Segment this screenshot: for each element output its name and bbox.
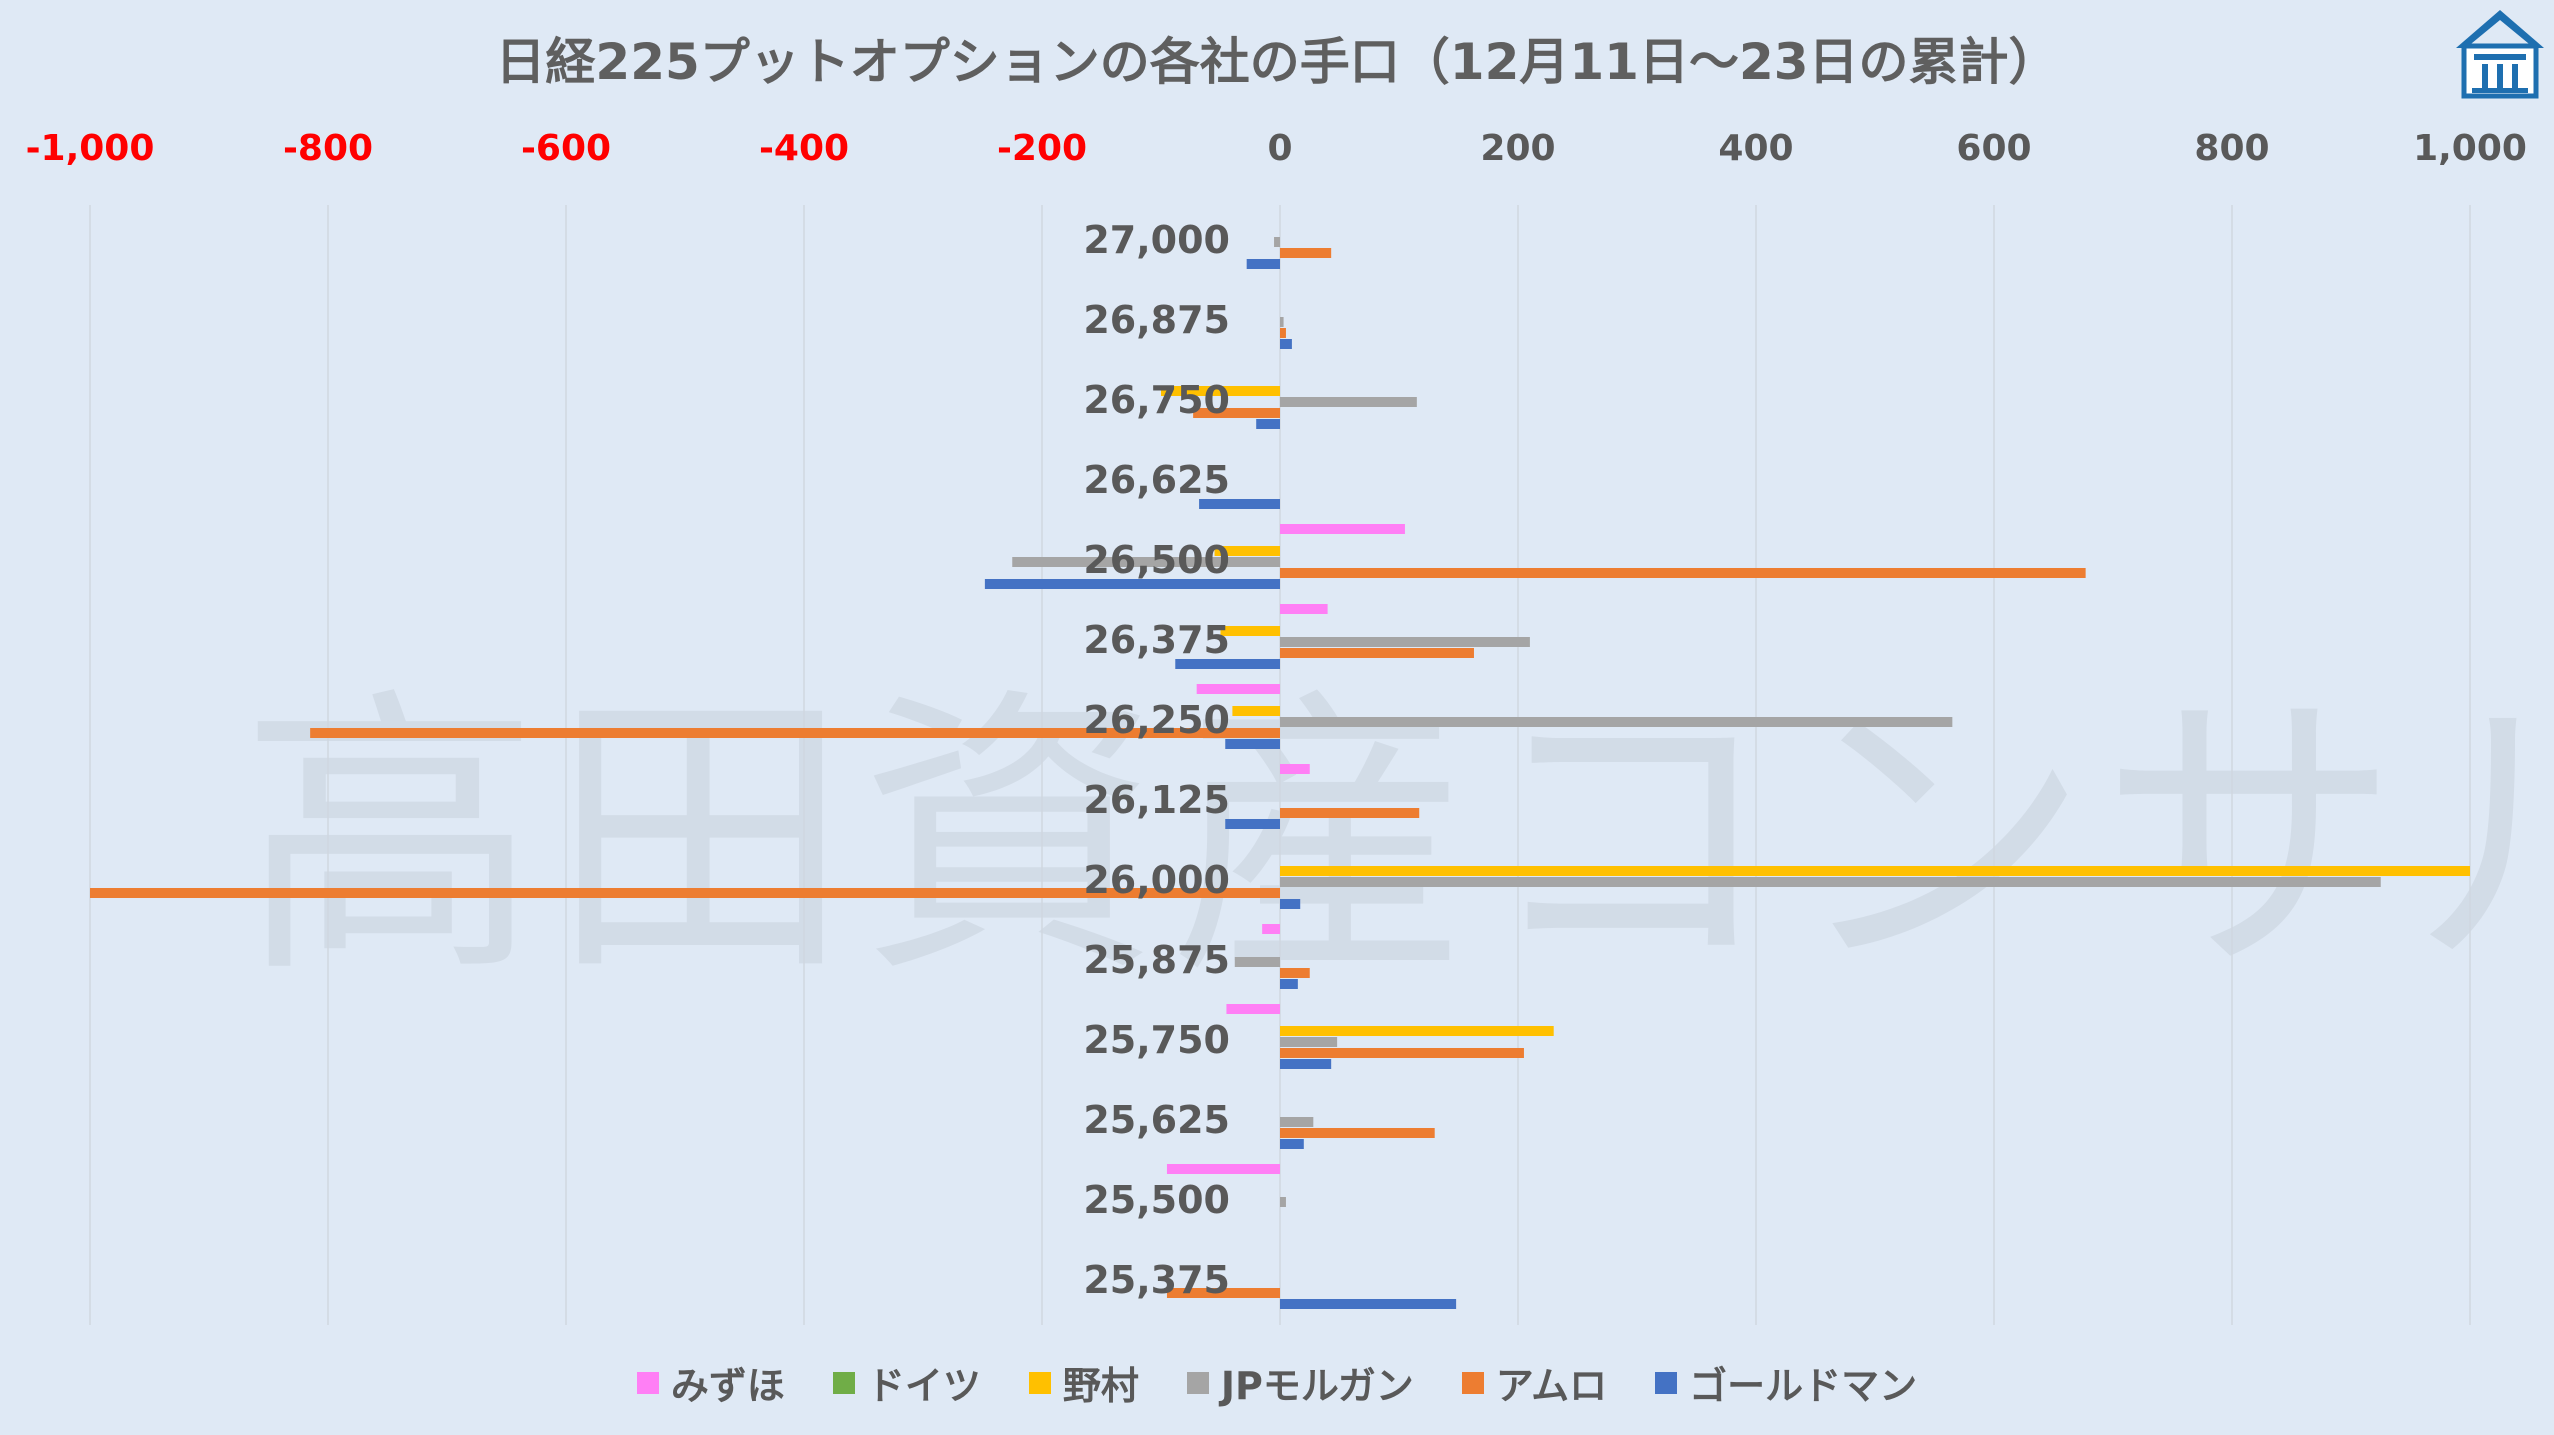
- bar: [1166, 1164, 1280, 1174]
- legend-swatch: [1655, 1371, 1678, 1394]
- bar: [1280, 248, 1332, 258]
- bar: [1256, 419, 1280, 429]
- bar: [1196, 684, 1280, 694]
- bar: [1280, 877, 2381, 887]
- category-label: 26,875: [1083, 298, 1230, 342]
- legend-swatch: [636, 1371, 659, 1394]
- category-label: 25,750: [1083, 1018, 1230, 1062]
- legend-label: ドイツ: [866, 1364, 981, 1408]
- x-tick-label: 1,000: [2413, 128, 2527, 169]
- bar: [1280, 899, 1301, 909]
- bar: [1262, 924, 1280, 934]
- bar: [90, 888, 1280, 898]
- category-label: 26,250: [1083, 698, 1230, 742]
- bar: [1220, 626, 1280, 636]
- x-tick-label: -400: [759, 128, 849, 169]
- category-label: 26,625: [1083, 458, 1230, 502]
- bar: [1280, 648, 1474, 658]
- bar: [1280, 1299, 1457, 1309]
- legend-label: 野村: [1062, 1364, 1139, 1408]
- category-label: 26,375: [1083, 618, 1230, 662]
- bar: [984, 579, 1280, 589]
- bar: [1161, 386, 1280, 396]
- bar: [1166, 1288, 1280, 1298]
- bar: [1225, 739, 1280, 749]
- bar: [1280, 979, 1298, 989]
- bar: [1280, 339, 1292, 349]
- bar: [310, 728, 1280, 738]
- category-label: 26,000: [1083, 858, 1230, 902]
- bar: [1280, 1128, 1435, 1138]
- bar: [1280, 1139, 1304, 1149]
- legend-item: アムロ: [1461, 1355, 1608, 1410]
- x-tick-label: -200: [997, 128, 1087, 169]
- bar: [1280, 1117, 1314, 1127]
- legend-swatch: [1028, 1371, 1051, 1394]
- legend-item: JPモルガン: [1186, 1355, 1414, 1410]
- category-label: 25,500: [1083, 1178, 1230, 1222]
- bar: [1280, 317, 1284, 327]
- legend: みずほ ドイツ 野村 JPモルガン アムロ ゴールドマン: [0, 1355, 2554, 1410]
- bar: [1280, 808, 1420, 818]
- bar: [1226, 1004, 1280, 1014]
- bar: [1280, 397, 1417, 407]
- x-tick-label: 0: [1267, 128, 1292, 169]
- legend-label: ゴールドマン: [1689, 1364, 1918, 1408]
- bar: [1232, 706, 1280, 716]
- bar: [1280, 968, 1310, 978]
- x-tick-label: -1,000: [26, 128, 155, 169]
- bar: [1280, 866, 2470, 876]
- bar: [1274, 237, 1280, 247]
- legend-swatch: [1186, 1371, 1209, 1394]
- bar: [1280, 328, 1286, 338]
- legend-label: JPモルガン: [1220, 1364, 1414, 1408]
- x-tick-label: -600: [521, 128, 611, 169]
- bar: [1280, 568, 2086, 578]
- x-tick-label: 800: [2194, 128, 2269, 169]
- x-tick-label: -800: [283, 128, 373, 169]
- bar: [1280, 524, 1405, 534]
- bar: [1199, 499, 1280, 509]
- bar: [1246, 259, 1280, 269]
- category-label: 26,125: [1083, 778, 1230, 822]
- x-tick-label: 200: [1480, 128, 1555, 169]
- bar: [1280, 604, 1328, 614]
- legend-item: ゴールドマン: [1655, 1355, 1917, 1410]
- category-label: 26,750: [1083, 378, 1230, 422]
- category-label: 25,625: [1083, 1098, 1230, 1142]
- bar: [1280, 1048, 1524, 1058]
- bar: [1214, 546, 1280, 556]
- bar: [1234, 957, 1280, 967]
- x-tick-label: 600: [1956, 128, 2031, 169]
- chart-title: 日経225プットオプションの各社の手口（12月11日～23日の累計）: [495, 33, 2059, 91]
- category-label: 25,375: [1083, 1258, 1230, 1302]
- bar: [1280, 764, 1310, 774]
- bar: [1193, 408, 1280, 418]
- category-label: 25,875: [1083, 938, 1230, 982]
- legend-item: 野村: [1028, 1355, 1139, 1410]
- legend-label: みずほ: [670, 1364, 785, 1408]
- bar: [1280, 1026, 1554, 1036]
- bar: [1280, 1037, 1338, 1047]
- x-tick-label: 400: [1718, 128, 1793, 169]
- legend-swatch: [1461, 1371, 1484, 1394]
- legend-item: みずほ: [636, 1355, 785, 1410]
- bar: [1280, 717, 1953, 727]
- bar: [1280, 1197, 1286, 1207]
- company-logo-icon: [2456, 10, 2544, 99]
- category-label: 26,500: [1083, 538, 1230, 582]
- bar: [1280, 1059, 1332, 1069]
- legend-swatch: [832, 1371, 855, 1394]
- category-label: 27,000: [1083, 218, 1230, 262]
- legend-label: アムロ: [1495, 1364, 1608, 1408]
- bar: [1175, 659, 1280, 669]
- bar: [1012, 557, 1280, 567]
- bar: [1280, 637, 1530, 647]
- legend-item: ドイツ: [832, 1355, 981, 1410]
- bar: [1225, 819, 1280, 829]
